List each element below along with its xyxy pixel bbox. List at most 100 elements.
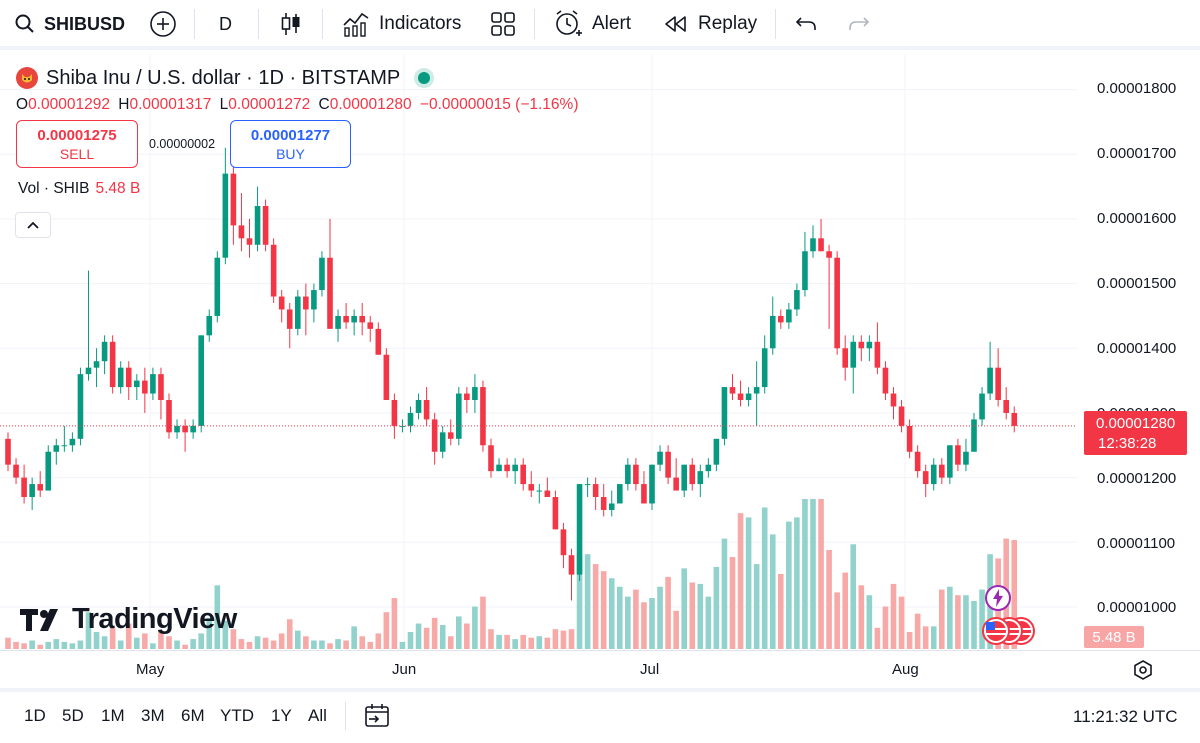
candle-body [270, 244, 277, 297]
redo-button[interactable] [846, 0, 870, 48]
volume-bar [278, 633, 285, 649]
volume-bar [45, 641, 52, 649]
range-1m-button[interactable]: 1M [101, 706, 125, 725]
buy-button[interactable]: 0.00001277 BUY [230, 120, 351, 168]
layouts-button[interactable] [490, 0, 516, 48]
us-economic-events-icon[interactable] [981, 615, 1039, 652]
range-1y-button[interactable]: 1Y [271, 706, 292, 725]
interval-button[interactable]: D [219, 0, 232, 48]
range-all-button[interactable]: All [308, 706, 327, 725]
price-axis[interactable]: 0.00001800 0.00001700 0.00001600 0.00001… [1077, 54, 1200, 649]
volume-bar [431, 617, 438, 649]
volume-bar [439, 624, 446, 649]
candle-body [375, 328, 382, 355]
candle-body [69, 438, 76, 446]
volume-bar [786, 521, 792, 649]
symbol-legend[interactable]: Shiba Inu / U.S. dollar · 1D · BITSTAMP [16, 64, 431, 92]
volume-legend[interactable]: Vol · SHIB 5.48 B [18, 180, 140, 198]
candle-body [504, 464, 510, 472]
indicators-button[interactable]: Indicators [342, 0, 461, 48]
low-label: L [219, 96, 229, 113]
alert-button[interactable]: Alert [553, 0, 631, 48]
close-value: 0.00001280 [329, 96, 412, 113]
date-range-button[interactable] [363, 703, 391, 734]
candle-body [987, 367, 993, 394]
rewind-icon [665, 16, 686, 32]
sell-button[interactable]: 0.00001275 SELL [16, 120, 138, 168]
volume-bar [142, 633, 148, 649]
volume-bar [584, 554, 591, 649]
range-1d-button[interactable]: 1D [24, 706, 46, 725]
tradingview-watermark[interactable]: TradingView [20, 603, 237, 636]
price-axis-label: 0.00001400 [1097, 340, 1177, 357]
shiba-inu-logo-icon [16, 67, 38, 89]
range-5d-button[interactable]: 5D [62, 706, 84, 725]
high-value: 0.00001317 [129, 96, 212, 113]
candle-body [174, 425, 180, 433]
volume-bar [311, 640, 317, 649]
replay-button[interactable]: Replay [664, 0, 757, 48]
price-chart[interactable] [0, 54, 1077, 649]
candle-body [906, 425, 913, 452]
undo-button[interactable] [795, 0, 819, 48]
volume-bar [327, 643, 333, 649]
volume-bar [472, 606, 478, 649]
candle-body [335, 315, 341, 329]
volume-bar [617, 586, 623, 649]
volume-bar [174, 640, 180, 649]
volume-bar [826, 549, 832, 649]
volume-bar [536, 636, 543, 649]
candle-body [689, 464, 696, 485]
open-value: 0.00001292 [28, 96, 110, 113]
candle-body [617, 484, 623, 504]
compare-symbol-button[interactable] [149, 0, 177, 48]
buy-price: 0.00001277 [250, 126, 331, 144]
candle-body [633, 464, 639, 485]
volume-bar [963, 595, 969, 649]
candle-body [778, 315, 784, 323]
volume-bar [1011, 540, 1018, 649]
candle-body [930, 464, 937, 485]
chart-type-button[interactable] [279, 0, 303, 48]
price-axis-label: 0.00001700 [1097, 145, 1177, 162]
candle-body [464, 393, 470, 401]
volume-bar [625, 596, 631, 649]
event-flash-icon[interactable] [984, 584, 1012, 617]
volume-bar [85, 612, 92, 649]
top-toolbar: SHIBUSD D Indicators Alert Replay [0, 0, 1200, 50]
volume-bar [407, 632, 414, 649]
chart-settings-button[interactable] [1132, 659, 1154, 686]
candle-body [641, 484, 647, 504]
range-3m-button[interactable]: 3M [141, 706, 165, 725]
symbol-search[interactable]: SHIBUSD [14, 0, 125, 48]
candle-body [150, 374, 156, 394]
volume-bar [270, 640, 277, 649]
candle-body [37, 484, 43, 491]
volume-bar [343, 640, 349, 649]
range-ytd-button[interactable]: YTD [220, 706, 254, 725]
candle-body [922, 471, 929, 485]
candle-body [206, 315, 213, 336]
volume-bar [456, 616, 462, 649]
candle-body [939, 464, 945, 478]
alarm-clock-icon [556, 10, 582, 36]
candle-body [673, 477, 679, 491]
volume-bar [947, 586, 953, 649]
time-axis[interactable]: May Jun Jul Aug [0, 650, 1200, 688]
candle-body [214, 257, 221, 316]
candle-body [721, 387, 728, 439]
candle-body [834, 257, 840, 349]
range-6m-button[interactable]: 6M [181, 706, 205, 725]
volume-axis-badge: 5.48 B [1084, 626, 1144, 648]
candle-body [423, 400, 430, 420]
change-value: −0.00000015 (−1.16%) [419, 96, 579, 113]
utc-clock[interactable]: 11:21:32 UTC [1073, 707, 1178, 726]
replay-label: Replay [698, 13, 758, 34]
alert-label: Alert [592, 13, 632, 34]
volume-bar [930, 626, 937, 649]
collapse-legend-button[interactable] [15, 212, 51, 238]
low-value: 0.00001272 [228, 96, 311, 113]
time-axis-label: Jun [392, 661, 417, 678]
volume-bar [600, 571, 607, 649]
volume-bar [794, 517, 800, 649]
